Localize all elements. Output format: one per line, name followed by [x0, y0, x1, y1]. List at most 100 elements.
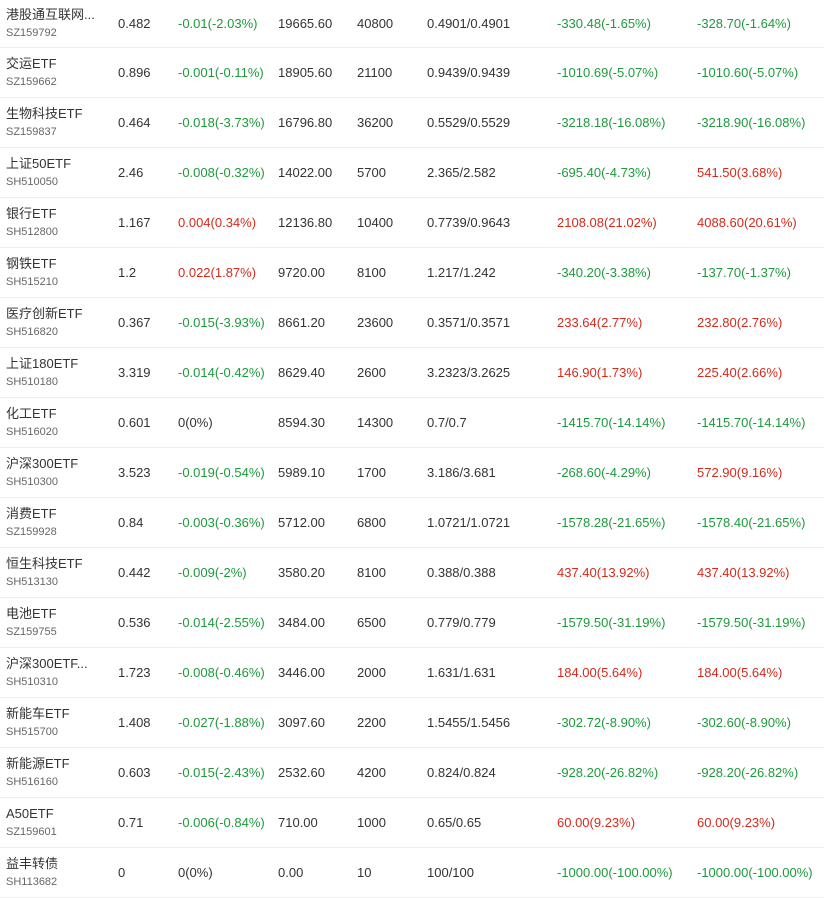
total-profit-loss: -928.20(-26.82%) — [697, 765, 799, 780]
market-value: 5712.00 — [278, 515, 325, 530]
current-price: 0.896 — [118, 65, 151, 80]
security-name: 沪深300ETF... — [6, 656, 88, 671]
table-row[interactable]: 化工ETF SH516020 0.601 0(0%) 8594.30 14300 0.7/0… — [0, 398, 824, 448]
price-change: -0.015(-2.43%) — [178, 765, 265, 780]
current-price: 1.408 — [118, 715, 151, 730]
table-row[interactable]: 港股通互联网... SZ159792 0.482 -0.01(-2.03%) 19665… — [0, 0, 824, 48]
holding-quantity: 6500 — [357, 615, 386, 630]
price-change: 0(0%) — [178, 865, 213, 880]
price-change: -0.019(-0.54%) — [178, 465, 265, 480]
market-value: 18905.60 — [278, 65, 333, 80]
cost-price: 100/100 — [427, 865, 474, 880]
security-cell: 恒生科技ETF SH513130 — [6, 548, 106, 597]
holding-quantity: 2600 — [357, 365, 386, 380]
cost-price: 0.779/0.779 — [427, 615, 496, 630]
security-code: SH510300 — [6, 476, 58, 488]
table-row[interactable]: 沪深300ETF... SH510310 1.723 -0.008(-0.46%) 34… — [0, 648, 824, 698]
holding-quantity: 23600 — [357, 315, 394, 330]
current-price: 0.84 — [118, 515, 144, 530]
table-row[interactable]: 钢铁ETF SH515210 1.2 0.022(1.87%) 9720.00 8100 1… — [0, 248, 824, 298]
total-profit-loss: -328.70(-1.64%) — [697, 16, 791, 31]
holding-quantity: 36200 — [357, 115, 394, 130]
security-cell: 沪深300ETF SH510300 — [6, 448, 106, 497]
table-row[interactable]: 新能车ETF SH515700 1.408 -0.027(-1.88%) 3097.60… — [0, 698, 824, 748]
position-profit-loss: -268.60(-4.29%) — [557, 465, 651, 480]
holding-quantity: 5700 — [357, 165, 386, 180]
holding-quantity: 10400 — [357, 215, 394, 230]
market-value: 3484.00 — [278, 615, 325, 630]
security-name: 钢铁ETF — [6, 256, 57, 271]
security-name: 上证50ETF — [6, 156, 72, 171]
table-row[interactable]: 生物科技ETF SZ159837 0.464 -0.018(-3.73%) 16796.… — [0, 98, 824, 148]
cost-price: 0.388/0.388 — [427, 565, 496, 580]
position-profit-loss: -1578.28(-21.65%) — [557, 515, 666, 530]
price-change: -0.018(-3.73%) — [178, 115, 265, 130]
table-row[interactable]: 沪深300ETF SH510300 3.523 -0.019(-0.54%) 5989.… — [0, 448, 824, 498]
security-cell: 钢铁ETF SH515210 — [6, 248, 106, 297]
price-change: -0.009(-2%) — [178, 565, 247, 580]
total-profit-loss: 4088.60(20.61%) — [697, 215, 797, 230]
security-cell: 医疗创新ETF SH516820 — [6, 298, 106, 347]
table-row[interactable]: 银行ETF SH512800 1.167 0.004(0.34%) 12136.80 10… — [0, 198, 824, 248]
holding-quantity: 21100 — [357, 65, 393, 80]
cost-price: 1.5455/1.5456 — [427, 715, 511, 730]
total-profit-loss: -1000.00(-100.00%) — [697, 865, 813, 880]
table-row[interactable]: 交运ETF SZ159662 0.896 -0.001(-0.11%) 18905.60… — [0, 48, 824, 98]
price-change: -0.001(-0.11%) — [178, 65, 264, 80]
security-code: SH510180 — [6, 376, 58, 388]
holding-quantity: 8100 — [357, 265, 386, 280]
price-change: -0.027(-1.88%) — [178, 715, 265, 730]
market-value: 8661.20 — [278, 315, 325, 330]
position-profit-loss: -1415.70(-14.14%) — [557, 415, 666, 430]
total-profit-loss: -1010.60(-5.07%) — [697, 65, 799, 80]
security-code: SH516820 — [6, 326, 58, 338]
current-price: 3.319 — [118, 365, 151, 380]
price-change: -0.006(-0.84%) — [178, 815, 265, 830]
security-code: SH512800 — [6, 226, 58, 238]
position-profit-loss: -695.40(-4.73%) — [557, 165, 651, 180]
market-value: 12136.80 — [278, 215, 333, 230]
table-row[interactable]: 上证50ETF SH510050 2.46 -0.008(-0.32%) 14022.0… — [0, 148, 824, 198]
table-row[interactable]: A50ETF SZ159601 0.71 -0.006(-0.84%) 710.00 10… — [0, 798, 824, 848]
position-profit-loss: -302.72(-8.90%) — [557, 715, 651, 730]
total-profit-loss: -1578.40(-21.65%) — [697, 515, 806, 530]
holding-quantity: 10 — [357, 865, 372, 880]
current-price: 0 — [118, 865, 126, 880]
current-price: 2.46 — [118, 165, 144, 180]
cost-price: 0.9439/0.9439 — [427, 65, 511, 80]
security-cell: 消费ETF SZ159928 — [6, 498, 106, 547]
current-price: 0.603 — [118, 765, 151, 780]
current-price: 1.723 — [118, 665, 151, 680]
price-change: -0.01(-2.03%) — [178, 16, 258, 31]
total-profit-loss: 541.50(3.68%) — [697, 165, 783, 180]
table-row[interactable]: 上证180ETF SH510180 3.319 -0.014(-0.42%) 8629.… — [0, 348, 824, 398]
price-change: -0.008(-0.46%) — [178, 665, 265, 680]
security-cell: 益丰转债 SH113682 — [6, 848, 106, 897]
security-cell: 上证50ETF SH510050 — [6, 148, 106, 197]
security-name: 恒生科技ETF — [6, 556, 83, 571]
market-value: 16796.80 — [278, 115, 333, 130]
table-row[interactable]: 益丰转债 SH113682 0 0(0%) 0.00 10 100/100 -1000.00(… — [0, 848, 824, 898]
holding-quantity: 6800 — [357, 515, 386, 530]
table-row[interactable]: 恒生科技ETF SH513130 0.442 -0.009(-2%) 3580.20 81… — [0, 548, 824, 598]
table-row[interactable]: 电池ETF SZ159755 0.536 -0.014(-2.55%) 3484.00 6… — [0, 598, 824, 648]
security-cell: 上证180ETF SH510180 — [6, 348, 106, 397]
cost-price: 0.65/0.65 — [427, 815, 482, 830]
security-cell: A50ETF SZ159601 — [6, 798, 106, 847]
table-row[interactable]: 消费ETF SZ159928 0.84 -0.003(-0.36%) 5712.00 68… — [0, 498, 824, 548]
security-cell: 新能车ETF SH515700 — [6, 698, 106, 747]
position-profit-loss: 233.64(2.77%) — [557, 315, 643, 330]
security-code: SH516160 — [6, 776, 58, 788]
current-price: 0.464 — [118, 115, 151, 130]
cost-price: 1.217/1.242 — [427, 265, 496, 280]
table-row[interactable]: 医疗创新ETF SH516820 0.367 -0.015(-3.93%) 8661.2… — [0, 298, 824, 348]
position-profit-loss: -340.20(-3.38%) — [557, 265, 651, 280]
security-name: 交运ETF — [6, 56, 57, 71]
market-value: 8594.30 — [278, 415, 325, 430]
cost-price: 1.631/1.631 — [427, 665, 496, 680]
market-value: 14022.00 — [278, 165, 333, 180]
total-profit-loss: 60.00(9.23%) — [697, 815, 776, 830]
position-profit-loss: 184.00(5.64%) — [557, 665, 643, 680]
price-change: -0.015(-3.93%) — [178, 315, 265, 330]
table-row[interactable]: 新能源ETF SH516160 0.603 -0.015(-2.43%) 2532.60… — [0, 748, 824, 798]
